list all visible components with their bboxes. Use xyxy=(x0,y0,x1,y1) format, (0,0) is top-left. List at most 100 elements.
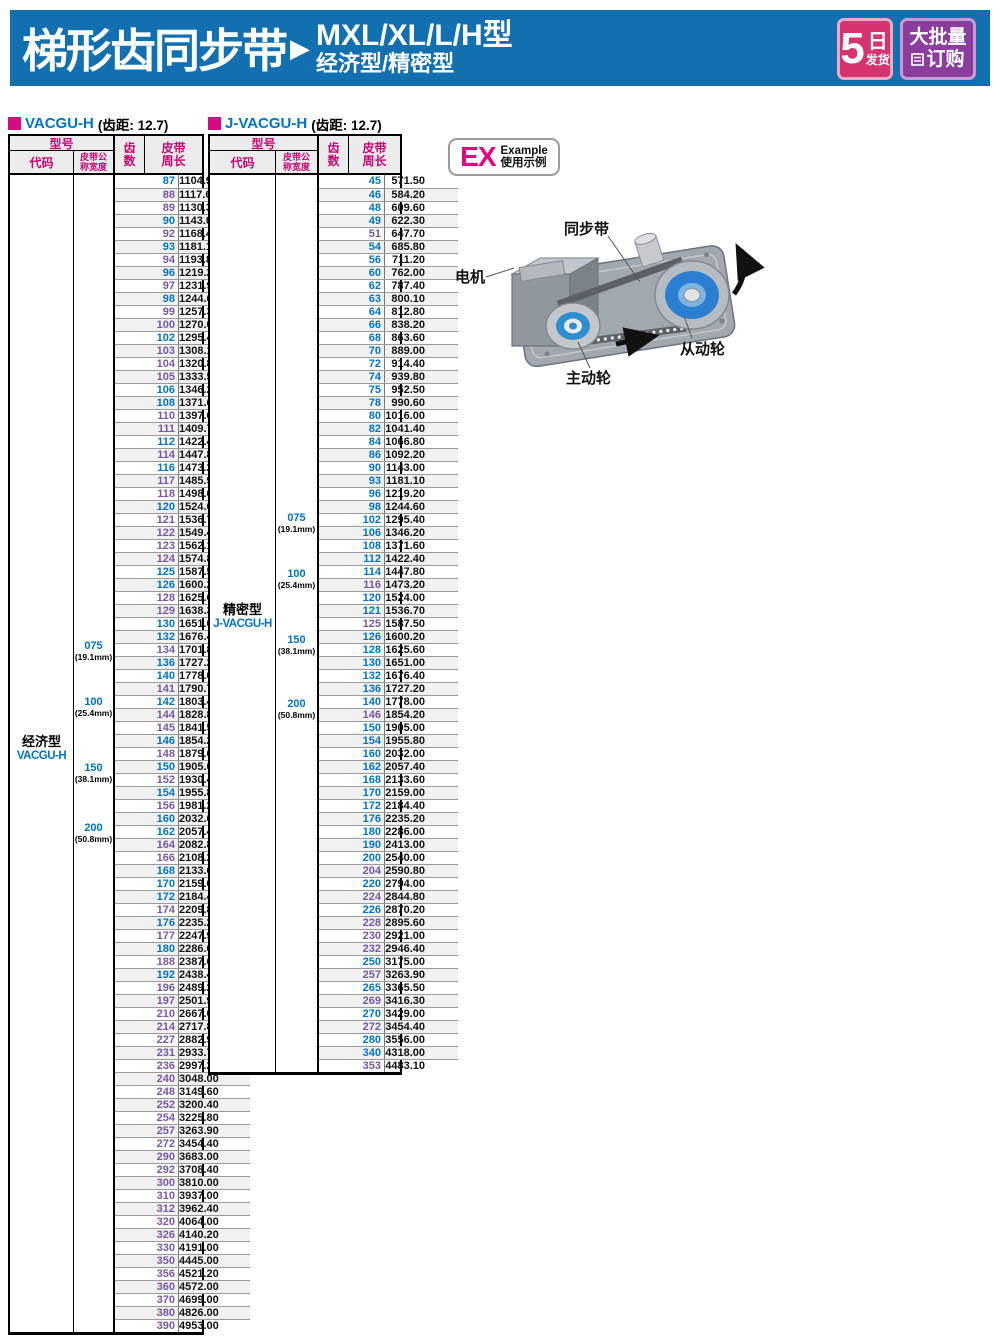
teeth-count: 320 xyxy=(115,1216,179,1228)
table-row: 78 990.60 xyxy=(319,396,458,409)
table-header: 型号 代码 皮带公 称宽度 齿数 皮带 周长 xyxy=(10,136,202,175)
teeth-count: 46 xyxy=(319,189,385,201)
teeth-count: 250 xyxy=(319,956,385,968)
header-teeth: 齿数 xyxy=(115,136,145,173)
table-row: 102 1295.40 xyxy=(319,513,458,526)
table-header: 型号 代码 皮带公 称宽度 齿数 皮带 周长 xyxy=(210,136,400,175)
ex-label: EX xyxy=(460,141,496,172)
arrow-right-icon: ▶ xyxy=(290,32,310,63)
table-row: 248 3149.60 xyxy=(115,1085,250,1098)
teeth-count: 230 xyxy=(319,930,385,942)
teeth-count: 162 xyxy=(319,761,385,773)
teeth-count: 340 xyxy=(319,1047,385,1059)
teeth-count: 104 xyxy=(115,358,179,370)
teeth-count: 150 xyxy=(319,722,385,734)
teeth-count: 117 xyxy=(115,475,179,487)
belt-length: 3810.00 xyxy=(179,1177,219,1189)
teeth-count: 134 xyxy=(115,644,179,656)
table-row: 126 1600.20 xyxy=(319,630,458,643)
teeth-count: 118 xyxy=(115,488,179,500)
teeth-count: 154 xyxy=(319,735,385,747)
table-row: 220 2794.00 xyxy=(319,877,458,890)
teeth-count: 312 xyxy=(115,1203,179,1215)
table-row: 54 685.80 xyxy=(319,240,458,253)
teeth-count: 132 xyxy=(115,631,179,643)
teeth-count: 121 xyxy=(319,605,385,617)
series-type-label: 经济型 VACGU-H xyxy=(16,734,67,763)
width-option: 200 (50.8mm) xyxy=(277,698,316,721)
belt-length: 2870.20 xyxy=(385,904,425,916)
teeth-count: 87 xyxy=(115,175,179,188)
teeth-count: 270 xyxy=(319,1008,385,1020)
teeth-count: 380 xyxy=(115,1307,179,1319)
belt-length: 3962.40 xyxy=(179,1203,219,1215)
teeth-count: 231 xyxy=(115,1047,179,1059)
teeth-count: 160 xyxy=(115,813,179,825)
table-row: 200 2540.00 xyxy=(319,851,458,864)
header-code: 代码 xyxy=(10,151,74,173)
belt-length: 4521.20 xyxy=(179,1268,219,1280)
table-row: 326 4140.20 xyxy=(115,1228,250,1241)
belt-length: 685.80 xyxy=(391,241,425,253)
teeth-count: 390 xyxy=(115,1320,179,1332)
teeth-count: 174 xyxy=(115,904,179,916)
table-row: 290 3683.00 xyxy=(115,1150,250,1163)
teeth-count: 63 xyxy=(319,293,385,305)
belt-length: 4699.00 xyxy=(179,1294,219,1306)
teeth-count: 252 xyxy=(115,1099,179,1111)
teeth-count: 72 xyxy=(319,358,385,370)
table-body: 精密型 J-VACGU-H 075 (19.1mm) 100 (25.4mm) 150 (3… xyxy=(210,175,458,1072)
belt-length: 800.10 xyxy=(391,293,425,305)
teeth-count: 272 xyxy=(319,1021,385,1033)
belt-length: 787.40 xyxy=(391,280,425,292)
width-column: 075 (19.1mm) 100 (25.4mm) 150 (38.1mm) 200 (50.… xyxy=(74,175,115,1332)
teeth-count: 272 xyxy=(115,1138,179,1150)
belt-length: 622.30 xyxy=(391,215,425,227)
header-code: 代码 xyxy=(210,151,276,173)
teeth-count: 89 xyxy=(115,202,179,214)
teeth-count: 49 xyxy=(319,215,385,227)
rows-column: 45 571.50 46 584.20 48 609.60 49 622.30 51 647.70… xyxy=(319,175,458,1072)
belt-length: 1905.00 xyxy=(385,722,425,734)
table-row: 63 800.10 xyxy=(319,292,458,305)
teeth-count: 64 xyxy=(319,306,385,318)
table-row: 380 4826.00 xyxy=(115,1306,250,1319)
belt-length: 812.80 xyxy=(391,306,425,318)
belt-length: 939.80 xyxy=(391,371,425,383)
belt-length: 2895.60 xyxy=(385,917,425,929)
direction-arrow-icon xyxy=(615,327,660,357)
teeth-count: 106 xyxy=(319,527,385,539)
belt-length: 3454.40 xyxy=(385,1021,425,1033)
table-row: 340 4318.00 xyxy=(319,1046,458,1059)
teeth-count: 224 xyxy=(319,891,385,903)
teeth-count: 152 xyxy=(115,774,179,786)
table-row: 98 1244.60 xyxy=(319,500,458,513)
belt-length: 1676.40 xyxy=(385,670,425,682)
belt-length: 838.20 xyxy=(391,319,425,331)
width-column: 075 (19.1mm) 100 (25.4mm) 150 (38.1mm) 200 (50.… xyxy=(276,175,319,1072)
belt-length: 711.20 xyxy=(391,254,425,266)
header-belt-length: 皮带 周长 xyxy=(161,140,186,168)
table-row: 272 3454.40 xyxy=(115,1137,250,1150)
belt-length: 1854.20 xyxy=(385,709,425,721)
teeth-count: 145 xyxy=(115,722,179,734)
teeth-count: 120 xyxy=(319,592,385,604)
teeth-count: 236 xyxy=(115,1060,179,1072)
teeth-count: 140 xyxy=(115,670,179,682)
table-row: 250 3175.00 xyxy=(319,955,458,968)
belt-length: 990.60 xyxy=(391,397,425,409)
table-row: 68 863.60 xyxy=(319,331,458,344)
belt-length: 1092.20 xyxy=(385,449,425,461)
table-row: 300 3810.00 xyxy=(115,1176,250,1189)
table-row: 360 4572.00 xyxy=(115,1280,250,1293)
teeth-count: 120 xyxy=(115,501,179,513)
table-row: 257 3263.90 xyxy=(319,968,458,981)
belt-length: 3263.90 xyxy=(385,969,425,981)
belt-length: 1778.00 xyxy=(385,696,425,708)
teeth-count: 80 xyxy=(319,410,385,422)
teeth-count: 166 xyxy=(115,852,179,864)
table-row: 51 647.70 xyxy=(319,227,458,240)
table-row: 180 2286.00 xyxy=(319,825,458,838)
belt-length: 1016.00 xyxy=(385,410,425,422)
teeth-count: 210 xyxy=(115,1008,179,1020)
